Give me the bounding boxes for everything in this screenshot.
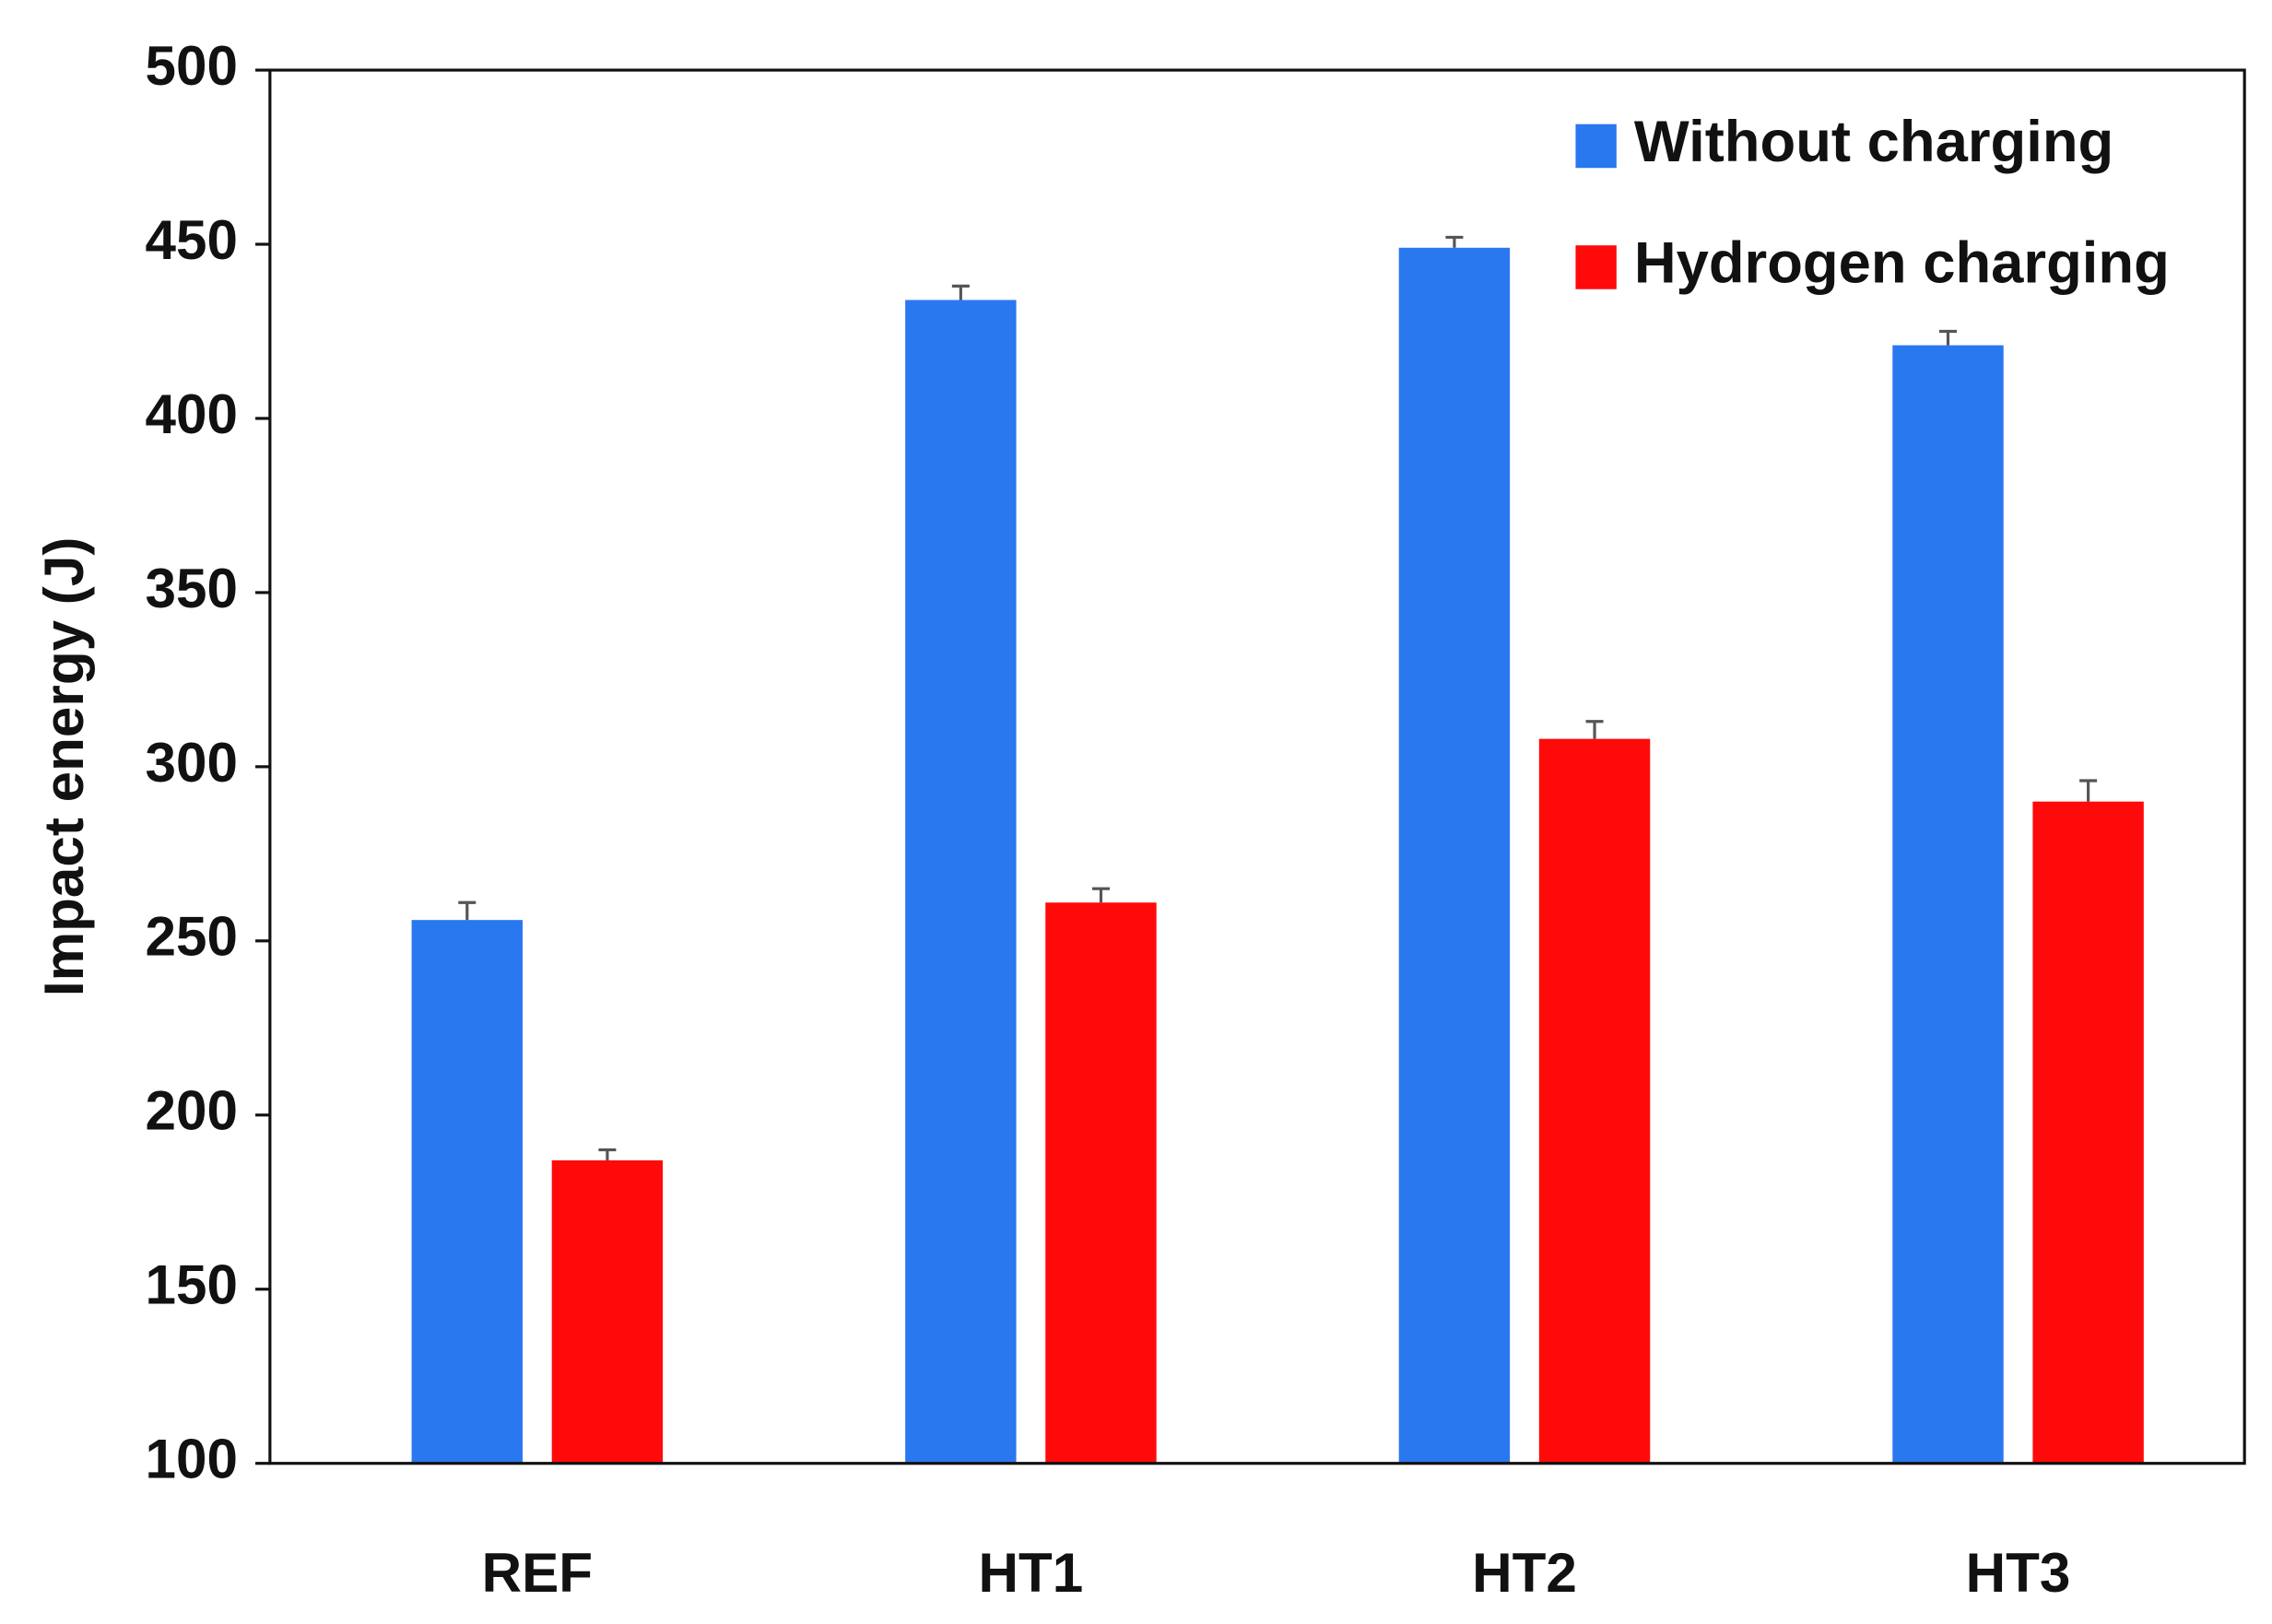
bar	[1892, 345, 2004, 1464]
error-bar	[598, 1147, 617, 1160]
y-tick-label: 300	[146, 731, 238, 794]
bar	[551, 1159, 664, 1464]
legend-swatch	[1575, 124, 1617, 169]
y-tick-label: 500	[146, 34, 238, 97]
error-bar	[1938, 329, 1958, 346]
bar	[1398, 247, 1511, 1464]
x-tick-label: HT1	[979, 1541, 1084, 1604]
bar	[1045, 902, 1157, 1464]
bar	[1538, 738, 1651, 1464]
legend-swatch	[1575, 245, 1617, 289]
y-tick-label: 450	[146, 208, 238, 271]
y-tick-label: 400	[146, 382, 238, 445]
error-bar	[1585, 720, 1604, 739]
x-tick-label: HT2	[1472, 1541, 1577, 1604]
y-tick-label: 200	[146, 1079, 238, 1142]
legend-label: Without charging	[1634, 110, 2113, 174]
x-tick-label: HT3	[1966, 1541, 2071, 1604]
y-tick-label: 250	[146, 905, 238, 968]
y-tick-label: 100	[146, 1428, 238, 1490]
bar	[411, 920, 523, 1464]
y-tick-label: 150	[146, 1253, 238, 1316]
bar	[2032, 801, 2144, 1464]
plot-frame	[268, 68, 2246, 1465]
bar	[905, 300, 1017, 1464]
error-bar	[1091, 887, 1110, 903]
y-tick-label: 350	[146, 557, 238, 619]
error-bar	[1445, 235, 1464, 248]
y-axis-title: Impact energy (J)	[32, 537, 95, 997]
error-bar	[2079, 779, 2098, 802]
error-bar	[458, 900, 477, 921]
legend-label: Hydrogen charging	[1634, 231, 2170, 296]
error-bar	[951, 284, 970, 300]
x-tick-label: REF	[482, 1541, 593, 1604]
